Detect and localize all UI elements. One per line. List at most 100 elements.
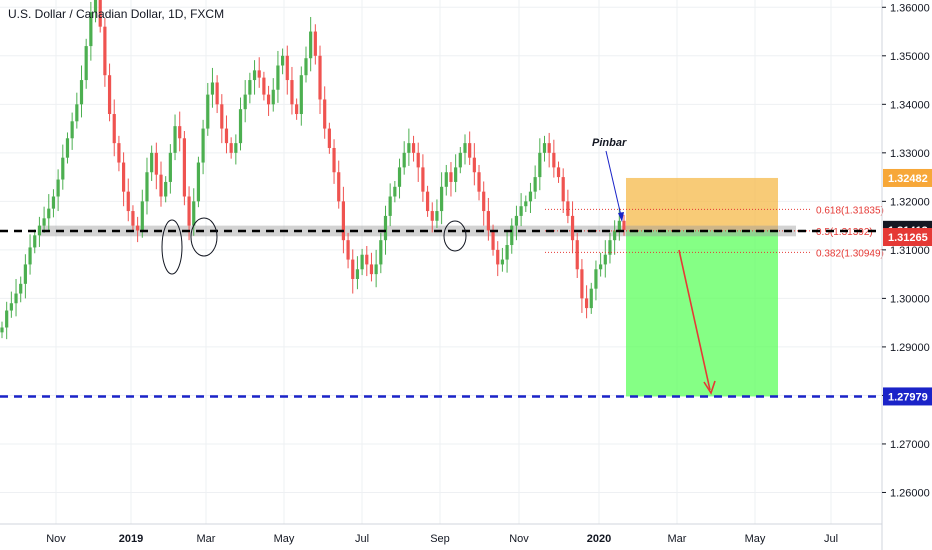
candle-body — [126, 191, 130, 212]
take-profit-zone — [626, 229, 778, 397]
candle-body — [323, 99, 327, 129]
price-tick-label: 1.36000 — [890, 2, 930, 14]
price-axis[interactable]: 1.36000 1.35000 1.34000 1.33000 1.32000 1.310… — [881, 0, 932, 550]
candle-body — [145, 172, 149, 202]
candle-body — [617, 220, 621, 231]
price-tick-label: 1.27000 — [890, 439, 930, 451]
candle-body — [98, 0, 102, 27]
candle-body — [154, 152, 158, 175]
candle-body — [178, 126, 182, 139]
price-label: 1.27979 — [888, 391, 928, 403]
candle-body — [566, 201, 570, 216]
candle-body — [538, 152, 542, 178]
time-tick-label: May — [274, 533, 295, 545]
candle-body — [468, 143, 472, 158]
candle-body — [37, 225, 42, 236]
candle-body — [369, 264, 374, 275]
candle-body — [89, 12, 93, 47]
candle-body — [206, 94, 210, 129]
candle-body — [290, 80, 294, 105]
candle-body — [173, 126, 177, 153]
candle-body — [514, 215, 519, 226]
candle-body — [608, 240, 612, 255]
candle-body — [440, 186, 444, 212]
candle-body — [346, 240, 350, 260]
candle-body — [603, 254, 607, 265]
candle-body — [243, 94, 247, 110]
candle-body — [519, 206, 523, 216]
candle-body — [594, 269, 598, 289]
candle-body — [23, 264, 27, 284]
candle-body — [351, 259, 355, 279]
candle-body — [33, 235, 37, 248]
candle-body — [552, 152, 556, 168]
candle-body — [266, 94, 271, 105]
chart-title: U.S. Dollar / Canadian Dollar, 1D, FXCM — [8, 7, 224, 21]
candle-body — [500, 259, 505, 265]
candle-body — [575, 240, 579, 270]
fib-level-label: 0.5(1.31392) — [816, 227, 873, 238]
candle-body — [285, 55, 289, 81]
fib-level-label: 0.382(1.30949) — [816, 248, 884, 259]
candle-body — [107, 75, 112, 115]
candle-body — [393, 186, 397, 197]
candle-body — [379, 240, 383, 265]
candle-body — [140, 201, 144, 231]
candle-body — [295, 104, 299, 115]
candle-body — [215, 82, 219, 105]
candle-body — [164, 181, 168, 197]
candle-body — [187, 196, 191, 226]
candle-body — [589, 288, 593, 309]
candle-body — [458, 152, 462, 168]
price-label: 1.31265 — [888, 232, 928, 244]
candle-body — [482, 191, 486, 212]
candle-body — [496, 249, 500, 265]
candle-body — [309, 31, 313, 59]
price-label-bg — [883, 228, 932, 247]
stop-loss-zone — [626, 177, 778, 230]
down-arrow-head-icon — [703, 380, 716, 395]
candle-body — [276, 65, 280, 90]
candle-body — [365, 254, 369, 265]
candle-body — [28, 247, 32, 265]
time-axis[interactable]: Nov 2019 Mar May Jul Sep Nov 2020 Mar May Jul — [0, 523, 882, 545]
pinbar-pointer-head — [618, 212, 624, 222]
candle-body — [580, 269, 584, 299]
candle-body — [556, 167, 561, 178]
candle-body — [383, 215, 388, 241]
candle-body — [430, 211, 434, 221]
candle-body — [262, 77, 266, 95]
candle-body — [136, 225, 140, 231]
pinbar-pointer — [605, 150, 623, 221]
time-tick-label: Jul — [355, 533, 369, 545]
candle-body — [407, 143, 411, 153]
time-tick-label: 2020 — [587, 533, 611, 545]
candle-body — [75, 104, 79, 122]
zones — [40, 177, 796, 397]
price-tick-label: 1.33000 — [890, 148, 930, 160]
candle-body — [547, 143, 551, 153]
candle-body — [131, 211, 135, 226]
candle-body — [150, 152, 154, 173]
candle-body — [79, 80, 84, 105]
candle-body — [93, 0, 98, 13]
candle-body — [112, 114, 116, 144]
candle-body — [374, 264, 378, 275]
time-tick-label: May — [745, 533, 766, 545]
candle-body — [327, 128, 331, 148]
candle-body — [9, 303, 13, 311]
candle-body — [444, 172, 448, 187]
candle-body — [257, 70, 261, 78]
candle-body — [70, 121, 74, 139]
candle-body — [224, 128, 229, 144]
candle-body — [229, 143, 233, 153]
price-tick-label: 1.34000 — [890, 99, 930, 111]
candle-body — [196, 162, 201, 202]
price-tick-label: 1.32000 — [890, 196, 930, 208]
price-tick-label: 1.29000 — [890, 342, 930, 354]
candle-body — [561, 177, 565, 202]
candle-body — [463, 143, 467, 153]
candle-body — [622, 220, 626, 230]
